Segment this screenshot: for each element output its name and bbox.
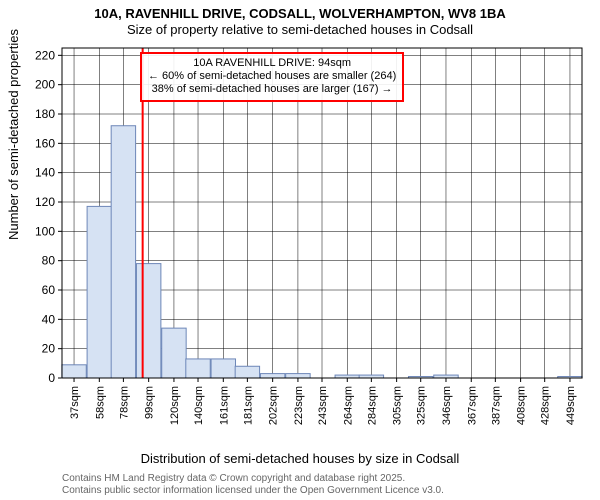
chart-title: 10A, RAVENHILL DRIVE, CODSALL, WOLVERHAM… [0, 0, 600, 22]
svg-text:40: 40 [42, 312, 56, 326]
chart-subtitle: Size of property relative to semi-detach… [0, 22, 600, 38]
credit-text: Contains HM Land Registry data © Crown c… [62, 473, 444, 496]
svg-text:284sqm: 284sqm [366, 386, 378, 425]
svg-text:387sqm: 387sqm [490, 386, 502, 425]
histogram-svg: 02040608010012014016018020022037sqm58sqm… [62, 48, 582, 428]
svg-text:220: 220 [35, 48, 55, 62]
svg-text:80: 80 [42, 254, 56, 268]
svg-text:428sqm: 428sqm [540, 386, 552, 425]
x-axis-label: Distribution of semi-detached houses by … [0, 451, 600, 466]
annotation-box: 10A RAVENHILL DRIVE: 94sqm ← 60% of semi… [140, 52, 404, 102]
annotation-line-3: 38% of semi-detached houses are larger (… [148, 83, 396, 96]
credit-line-2: Contains public sector information licen… [62, 485, 444, 497]
svg-text:181sqm: 181sqm [242, 386, 254, 425]
svg-text:100: 100 [35, 224, 55, 238]
svg-text:120: 120 [35, 195, 55, 209]
svg-text:58sqm: 58sqm [94, 386, 106, 419]
svg-text:346sqm: 346sqm [441, 386, 453, 425]
svg-text:367sqm: 367sqm [466, 386, 478, 425]
svg-text:160: 160 [35, 136, 55, 150]
svg-text:0: 0 [48, 371, 55, 385]
svg-text:140sqm: 140sqm [193, 386, 205, 425]
svg-text:37sqm: 37sqm [69, 386, 81, 419]
svg-text:325sqm: 325sqm [416, 386, 428, 425]
svg-text:140: 140 [35, 166, 55, 180]
svg-text:243sqm: 243sqm [317, 386, 329, 425]
y-axis-label: Number of semi-detached properties [6, 29, 21, 240]
chart-container: 10A, RAVENHILL DRIVE, CODSALL, WOLVERHAM… [0, 0, 600, 500]
svg-text:180: 180 [35, 107, 55, 121]
annotation-line-1: 10A RAVENHILL DRIVE: 94sqm [148, 57, 396, 70]
svg-text:20: 20 [42, 342, 56, 356]
chart-plot-area: 02040608010012014016018020022037sqm58sqm… [62, 48, 582, 428]
svg-text:223sqm: 223sqm [293, 386, 305, 425]
svg-text:99sqm: 99sqm [144, 386, 156, 419]
svg-text:408sqm: 408sqm [516, 386, 528, 425]
annotation-line-2: ← 60% of semi-detached houses are smalle… [148, 70, 396, 83]
svg-text:60: 60 [42, 283, 56, 297]
svg-text:202sqm: 202sqm [268, 386, 280, 425]
svg-text:120sqm: 120sqm [169, 386, 181, 425]
svg-text:264sqm: 264sqm [342, 386, 354, 425]
svg-text:305sqm: 305sqm [392, 386, 404, 425]
svg-text:200: 200 [35, 78, 55, 92]
svg-text:449sqm: 449sqm [565, 386, 577, 425]
credit-line-1: Contains HM Land Registry data © Crown c… [62, 473, 444, 485]
svg-text:78sqm: 78sqm [118, 386, 130, 419]
svg-text:161sqm: 161sqm [218, 386, 230, 425]
